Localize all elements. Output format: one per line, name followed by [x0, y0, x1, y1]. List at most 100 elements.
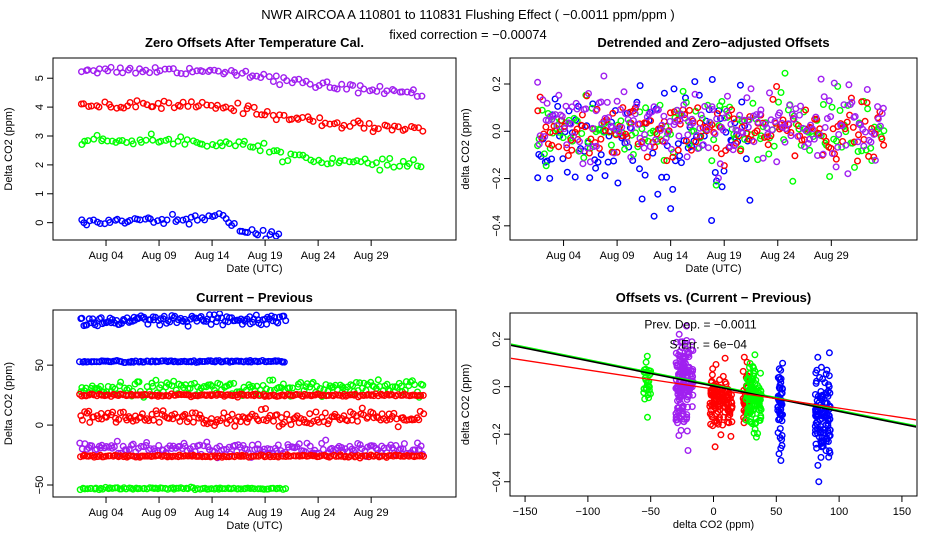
data-point: [826, 172, 834, 180]
figure-title: NWR AIRCOA A 110801 to 110831 Flushing E…: [261, 7, 674, 22]
plot-frame: [509, 57, 918, 241]
y-tick-label: 0.2: [491, 76, 503, 91]
chart-title: Zero Offsets After Temperature Cal.: [145, 35, 364, 50]
data-point: [559, 134, 567, 142]
data-point: [214, 390, 222, 398]
data-point: [79, 100, 87, 108]
data-point: [689, 391, 697, 399]
data-point: [738, 98, 746, 106]
data-point: [358, 452, 366, 460]
data-point: [415, 446, 423, 454]
data-point: [113, 104, 121, 112]
data-point: [691, 90, 699, 98]
data-point: [345, 158, 353, 166]
data-point: [336, 157, 344, 165]
data-point: [771, 117, 779, 125]
data-point: [390, 163, 398, 171]
data-point: [699, 141, 707, 149]
data-point: [356, 441, 364, 449]
data-point: [90, 453, 98, 461]
data-point: [597, 135, 605, 143]
data-point: [677, 159, 685, 167]
data-point: [297, 379, 305, 387]
data-point: [295, 440, 303, 448]
data-point: [672, 416, 680, 424]
data-point: [727, 120, 735, 128]
data-point: [643, 352, 651, 360]
data-point: [777, 366, 785, 374]
data-point: [696, 124, 704, 132]
chart-title: Detrended and Zero−adjusted Offsets: [597, 35, 829, 50]
data-point: [761, 120, 769, 128]
data-point: [677, 388, 685, 396]
data-point: [716, 376, 724, 384]
data-point: [262, 235, 270, 239]
data-point: [871, 156, 879, 164]
data-point: [847, 94, 855, 102]
x-tick-label: Aug 04: [89, 507, 124, 519]
data-point: [646, 142, 654, 150]
data-point: [182, 70, 190, 78]
data-point: [821, 123, 829, 131]
data-point: [134, 391, 142, 399]
data-point: [830, 79, 838, 87]
data-point: [817, 438, 825, 446]
cluster-blue: [811, 349, 834, 486]
plot-frame: [52, 57, 457, 241]
data-point: [729, 146, 737, 154]
data-point: [91, 385, 99, 393]
data-point: [840, 101, 848, 109]
data-point: [781, 69, 789, 77]
data-point: [622, 110, 630, 118]
data-point: [618, 123, 626, 131]
data-point: [265, 73, 273, 81]
data-point: [749, 363, 757, 371]
panel-detrended-offsets: Detrended and Zero−adjusted Offsets Aug 0…: [460, 35, 918, 275]
data-point: [367, 378, 375, 386]
data-point: [383, 416, 391, 424]
data-point: [754, 430, 762, 438]
data-point: [403, 88, 411, 96]
data-point: [708, 75, 716, 83]
y-axis-label: Delta CO2 (ppm): [3, 107, 15, 190]
data-point: [649, 149, 657, 157]
cluster-red: [706, 354, 736, 451]
data-point: [620, 88, 628, 96]
data-point: [356, 119, 364, 127]
data-point: [641, 171, 649, 179]
data-point: [253, 72, 261, 80]
data-point: [383, 122, 391, 130]
y-tick-label: 0.2: [491, 331, 503, 346]
data-point: [607, 141, 615, 149]
data-point: [269, 77, 277, 85]
data-point: [813, 377, 821, 385]
data-point: [739, 367, 747, 375]
data-point: [177, 69, 185, 77]
data-point: [616, 105, 624, 113]
data-point: [397, 445, 405, 453]
data-point: [536, 132, 544, 140]
x-tick-label: Aug 19: [248, 507, 283, 519]
data-point: [686, 106, 694, 114]
data-point: [419, 391, 427, 399]
data-point: [776, 376, 784, 384]
data-point: [721, 114, 729, 122]
data-point: [94, 415, 102, 423]
x-tick-label: 0: [710, 506, 716, 518]
data-point: [676, 152, 684, 160]
data-point: [306, 442, 314, 450]
data-point: [756, 135, 764, 143]
series-blue: [78, 210, 283, 239]
data-point: [324, 420, 332, 428]
data-point: [219, 358, 227, 366]
data-point: [95, 103, 103, 111]
data-point: [260, 70, 268, 78]
data-point: [203, 453, 211, 461]
data-point: [177, 391, 185, 399]
data-point: [692, 138, 700, 146]
data-point: [879, 104, 887, 112]
data-point: [150, 218, 158, 226]
data-point: [534, 142, 542, 150]
data-point: [149, 103, 157, 111]
y-tick-label: −0.4: [491, 215, 503, 237]
